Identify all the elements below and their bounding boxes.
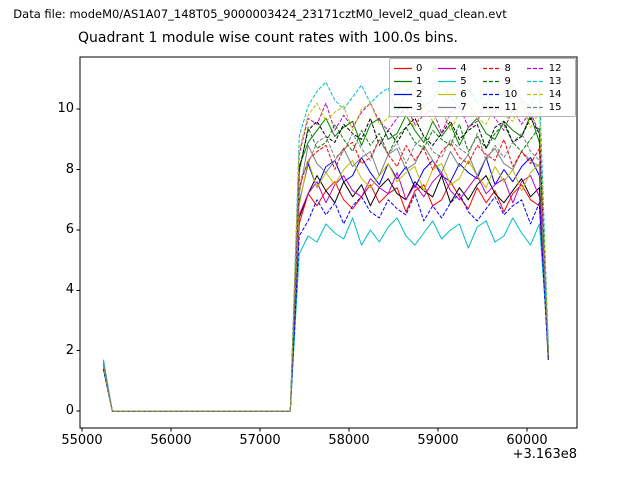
legend-entry-13: 13	[526, 75, 571, 88]
legend-entry-2: 2	[394, 88, 438, 101]
series-line-6	[102, 160, 549, 412]
data-file-text: Data file: modeM0/AS1A07_148T05_90000034…	[13, 7, 507, 21]
legend-line-sample	[482, 80, 501, 83]
legend: 0 1 2 3 4 5 6 7 8 9 10 11 12 13 14 15	[389, 58, 576, 117]
legend-label: 0	[416, 63, 423, 74]
legend-entry-10: 10	[482, 88, 527, 101]
legend-column: 4 5 6 7	[438, 62, 482, 114]
legend-line-sample	[526, 93, 545, 96]
legend-entry-7: 7	[438, 101, 482, 114]
legend-line-sample	[526, 106, 545, 109]
legend-label: 5	[460, 76, 467, 87]
legend-label: 11	[504, 102, 518, 113]
series-line-10	[102, 193, 549, 412]
legend-entry-5: 5	[438, 75, 482, 88]
x-tick-label: 58000	[328, 433, 370, 448]
legend-entry-3: 3	[394, 101, 438, 114]
x-tick-label: 55000	[61, 433, 103, 448]
legend-label: 9	[504, 76, 511, 87]
x-axis-offset-label: +3.163e8	[512, 447, 577, 462]
y-tick-label: 6	[65, 222, 74, 237]
y-tick-label: 2	[65, 343, 74, 358]
x-tick-label: 60000	[506, 433, 548, 448]
series-line-3	[102, 175, 549, 412]
legend-line-sample	[394, 67, 412, 70]
legend-label: 7	[460, 102, 467, 113]
legend-line-sample	[482, 67, 501, 70]
legend-label: 13	[548, 76, 562, 87]
chart-title: Quadrant 1 module wise count rates with …	[78, 30, 458, 46]
legend-line-sample	[482, 93, 501, 96]
legend-entry-12: 12	[526, 62, 571, 75]
series-line-0	[102, 181, 549, 412]
legend-line-sample	[438, 106, 457, 109]
legend-column: 12 13 14 15	[526, 62, 571, 114]
series-line-15	[102, 132, 549, 412]
y-tick-label: 8	[65, 162, 74, 177]
legend-column: 0 1 2 3	[394, 62, 438, 114]
legend-entry-0: 0	[394, 62, 438, 75]
series-line-13	[102, 81, 549, 412]
legend-line-sample	[394, 106, 412, 109]
legend-label: 10	[504, 89, 518, 100]
y-tick-label: 4	[65, 282, 74, 297]
legend-label: 3	[416, 102, 423, 113]
legend-entry-1: 1	[394, 75, 438, 88]
series-line-1	[102, 114, 549, 412]
legend-line-sample	[394, 80, 412, 83]
y-tick-label: 0	[65, 403, 74, 418]
legend-line-sample	[482, 106, 501, 109]
legend-line-sample	[526, 80, 545, 83]
legend-line-sample	[526, 67, 545, 70]
series-line-11	[102, 117, 549, 412]
legend-line-sample	[438, 80, 457, 83]
axes-frame	[79, 56, 578, 429]
legend-entry-14: 14	[526, 88, 571, 101]
legend-entry-9: 9	[482, 75, 527, 88]
legend-line-sample	[438, 67, 457, 70]
legend-entry-11: 11	[482, 101, 527, 114]
legend-entry-6: 6	[438, 88, 482, 101]
y-tick-label: 10	[57, 101, 74, 116]
legend-label: 8	[504, 63, 511, 74]
legend-entry-15: 15	[526, 101, 571, 114]
legend-label: 12	[548, 63, 562, 74]
legend-label: 2	[416, 89, 423, 100]
legend-line-sample	[438, 93, 457, 96]
legend-entry-8: 8	[482, 62, 527, 75]
legend-label: 6	[460, 89, 467, 100]
x-tick-label: 57000	[239, 433, 281, 448]
x-tick-label: 56000	[150, 433, 192, 448]
legend-label: 4	[460, 63, 467, 74]
series-line-4	[102, 172, 549, 412]
legend-label: 15	[548, 102, 562, 113]
legend-column: 8 9 10 11	[482, 62, 527, 114]
legend-label: 1	[416, 76, 423, 87]
x-tick-label: 59000	[417, 433, 459, 448]
series-line-5	[102, 217, 549, 412]
legend-label: 14	[548, 89, 562, 100]
legend-entry-4: 4	[438, 62, 482, 75]
legend-line-sample	[394, 93, 412, 96]
